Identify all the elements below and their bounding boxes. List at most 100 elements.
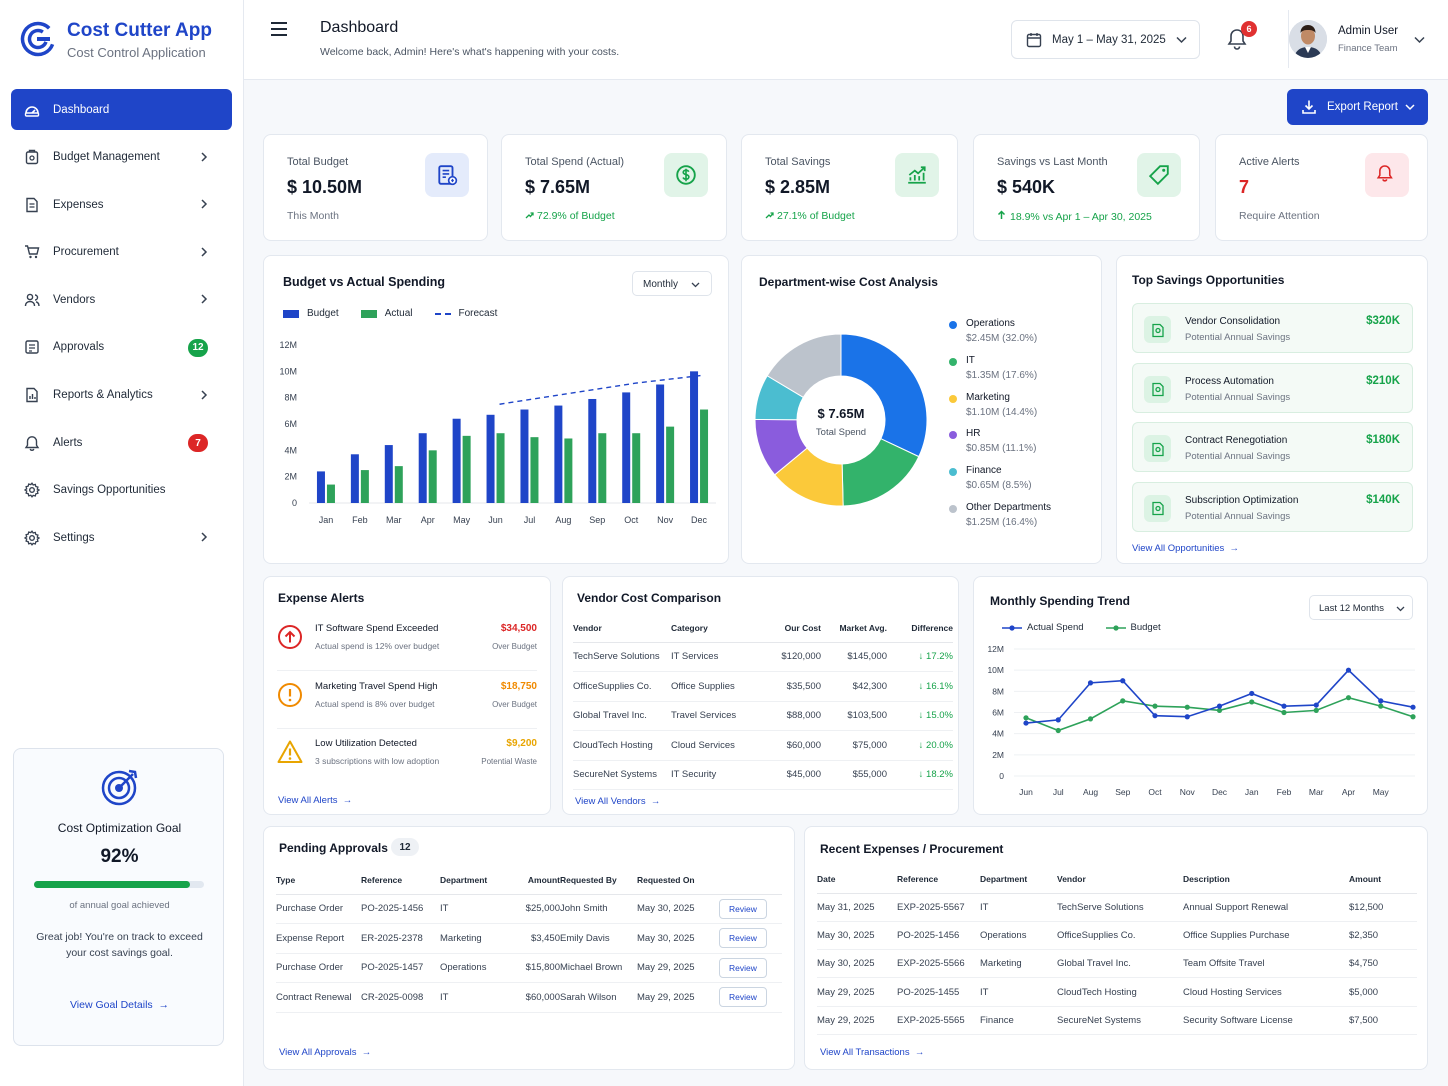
trend-point-budget: [1281, 709, 1287, 716]
user-team: Finance Team: [1338, 43, 1398, 54]
table-cell-action: Review: [719, 982, 782, 1013]
table-row[interactable]: May 30, 2025 EXP-2025-5566 Marketing Global…: [817, 949, 1417, 979]
sidebar-item-label: Alerts: [53, 436, 83, 449]
view-all-approvals-link[interactable]: View All Approvals →: [279, 1047, 372, 1058]
budget-period-select[interactable]: Monthly: [632, 271, 712, 296]
review-button[interactable]: Review: [719, 987, 767, 1008]
trend-period-select[interactable]: Last 12 Months: [1309, 595, 1413, 620]
table-row[interactable]: TechServe Solutions IT Services $120,000 $1…: [573, 642, 953, 672]
alert-item[interactable]: Marketing Travel Spend High Actual spend …: [277, 678, 537, 729]
dept-legend-item: Operations $2.45M (32.0%): [949, 318, 1099, 355]
bar-budget-jan: [316, 471, 325, 503]
x-tick-label: May: [453, 515, 471, 525]
kpi-subtext-label: Require Attention: [1239, 210, 1320, 222]
savings-item[interactable]: Vendor Consolidation Potential Annual Sav…: [1132, 303, 1413, 353]
sidebar-item-savings-opportunities[interactable]: Savings Opportunities: [11, 470, 232, 511]
savings-gear-icon: [1151, 501, 1164, 516]
avatar[interactable]: [1289, 20, 1327, 58]
column-header: Amount: [1349, 865, 1417, 894]
view-all-transactions-link[interactable]: View All Transactions →: [820, 1047, 925, 1058]
table-cell: $60,000: [759, 730, 821, 761]
table-row[interactable]: Contract Renewal CR-2025-0098 IT $60,000 Sar…: [276, 982, 782, 1013]
review-button[interactable]: Review: [719, 898, 767, 919]
table-row[interactable]: May 29, 2025 EXP-2025-5565 Finance SecureNe…: [817, 1006, 1417, 1035]
savings-gear-icon: [1151, 442, 1164, 456]
dept-legend-item: Finance $0.65M (8.5%): [949, 465, 1099, 502]
view-all-opportunities-link[interactable]: View All Opportunities →: [1132, 543, 1240, 554]
savings-gear-icon: [1151, 323, 1164, 337]
table-row[interactable]: May 30, 2025 PO-2025-1456 Operations Office…: [817, 921, 1417, 951]
table-cell: May 30, 2025: [817, 949, 897, 979]
table-cell: IT: [980, 977, 1057, 1007]
table-row[interactable]: Global Travel Inc. Travel Services $88,000…: [573, 701, 953, 731]
table-row[interactable]: CloudTech Hosting Cloud Services $60,000 $7…: [573, 730, 953, 761]
table-row[interactable]: May 29, 2025 PO-2025-1455 IT CloudTech Host…: [817, 977, 1417, 1007]
view-all-vendors-link[interactable]: View All Vendors →: [575, 796, 661, 807]
sidebar-item-reports-analytics[interactable]: Reports & Analytics: [11, 375, 232, 416]
table-cell: ER-2025-2378: [361, 923, 440, 954]
table-cell: $4,750: [1349, 949, 1417, 979]
table-cell: CR-2025-0098: [361, 982, 440, 1013]
trend-point-actual: [1087, 680, 1094, 686]
savings-item[interactable]: Process Automation Potential Annual Savin…: [1132, 362, 1413, 413]
sidebar-item-vendors[interactable]: Vendors: [11, 279, 232, 320]
review-button[interactable]: Review: [719, 928, 767, 949]
review-button[interactable]: Review: [719, 957, 767, 978]
arrow-up-circle-icon: [278, 625, 302, 649]
trend-point-budget: [1249, 699, 1255, 705]
notification-badge: 6: [1241, 21, 1257, 37]
warning-circle-icon: [278, 682, 302, 707]
menu-icon[interactable]: [270, 22, 288, 36]
alert-note: Over Budget: [492, 642, 537, 651]
alert-title: Low Utilization Detected: [315, 738, 417, 749]
kpi-value: $ 10.50M: [287, 177, 363, 197]
kpi-subtext: 72.9% of Budget: [525, 210, 615, 222]
kpi-title: Total Spend (Actual): [525, 156, 625, 168]
savings-item[interactable]: Subscription Optimization Potential Annua…: [1132, 481, 1413, 532]
sidebar-item-budget-management[interactable]: Budget Management: [11, 137, 232, 178]
table-cell: May 30, 2025: [637, 923, 719, 954]
export-report-button[interactable]: Export Report: [1287, 89, 1428, 125]
alerts-title: Expense Alerts: [278, 591, 365, 605]
sidebar-item-settings[interactable]: Settings: [11, 517, 232, 558]
alert-item[interactable]: Low Utilization Detected 3 subscriptions …: [277, 735, 537, 785]
table-row[interactable]: OfficeSupplies Co. Office Supplies $35,500…: [573, 671, 953, 702]
savings-item[interactable]: Contract Renegotiation Potential Annual S…: [1132, 422, 1413, 472]
alert-sub: Actual spend is 12% over budget: [315, 641, 440, 651]
legend-dot: [949, 394, 957, 403]
dept-legend-amount: $1.10M (14.4%): [966, 406, 1038, 418]
recent-expenses-card: Recent Expenses / Procurement Date Refere…: [804, 826, 1428, 1070]
date-range-picker[interactable]: May 1 – May 31, 2025: [1011, 20, 1200, 59]
table-row[interactable]: Expense Report ER-2025-2378 Marketing $3,45…: [276, 923, 782, 954]
sidebar-item-alerts[interactable]: Alerts 7: [11, 422, 232, 463]
dollar-icon: [676, 165, 696, 185]
table-row[interactable]: Purchase Order PO-2025-1456 IT $25,000 John …: [276, 894, 782, 924]
y-tick-label: 12M: [279, 340, 297, 350]
sidebar-item-dashboard[interactable]: Dashboard: [11, 89, 232, 130]
savings-icon-wrap: [1144, 494, 1171, 522]
view-all-alerts-link[interactable]: View All Alerts →: [278, 795, 353, 806]
table-cell: $103,500: [821, 701, 887, 731]
trend-point-budget: [1023, 715, 1029, 721]
x-tick-label: Sep: [589, 515, 605, 525]
alert-item[interactable]: IT Software Spend Exceeded Actual spend i…: [277, 620, 537, 671]
budget-icon: [25, 149, 39, 165]
notification-bell-icon[interactable]: [1227, 28, 1247, 50]
table-row[interactable]: SecureNet Systems IT Security $45,000 $55,0…: [573, 760, 953, 790]
table-header-row: Vendor Category Our Cost Market Avg. Differe…: [573, 614, 953, 643]
table-row[interactable]: Purchase Order PO-2025-1457 Operations $15,…: [276, 953, 782, 983]
table-row[interactable]: May 31, 2025 EXP-2025-5567 IT TechServe Sol…: [817, 893, 1417, 922]
table-cell: SecureNet Systems: [573, 760, 671, 790]
pending-approvals-card: Pending Approvals 12 Type Reference Depart…: [263, 826, 795, 1070]
kpi-icon-wrap: [1137, 153, 1181, 197]
sidebar-item-expenses[interactable]: Expenses: [11, 184, 232, 225]
goal-details-link[interactable]: View Goal Details →: [69, 999, 170, 1011]
dashboard-icon: [24, 105, 40, 117]
table-cell: OfficeSupplies Co.: [1057, 921, 1183, 951]
user-menu-chevron-icon[interactable]: [1414, 36, 1425, 44]
sidebar-item-approvals[interactable]: Approvals 12: [11, 327, 232, 368]
budget-chart-title: Budget vs Actual Spending: [283, 275, 446, 289]
approvals-icon: [25, 340, 39, 355]
bar-actual-mar: [394, 466, 403, 503]
sidebar-item-procurement[interactable]: Procurement: [11, 232, 232, 273]
